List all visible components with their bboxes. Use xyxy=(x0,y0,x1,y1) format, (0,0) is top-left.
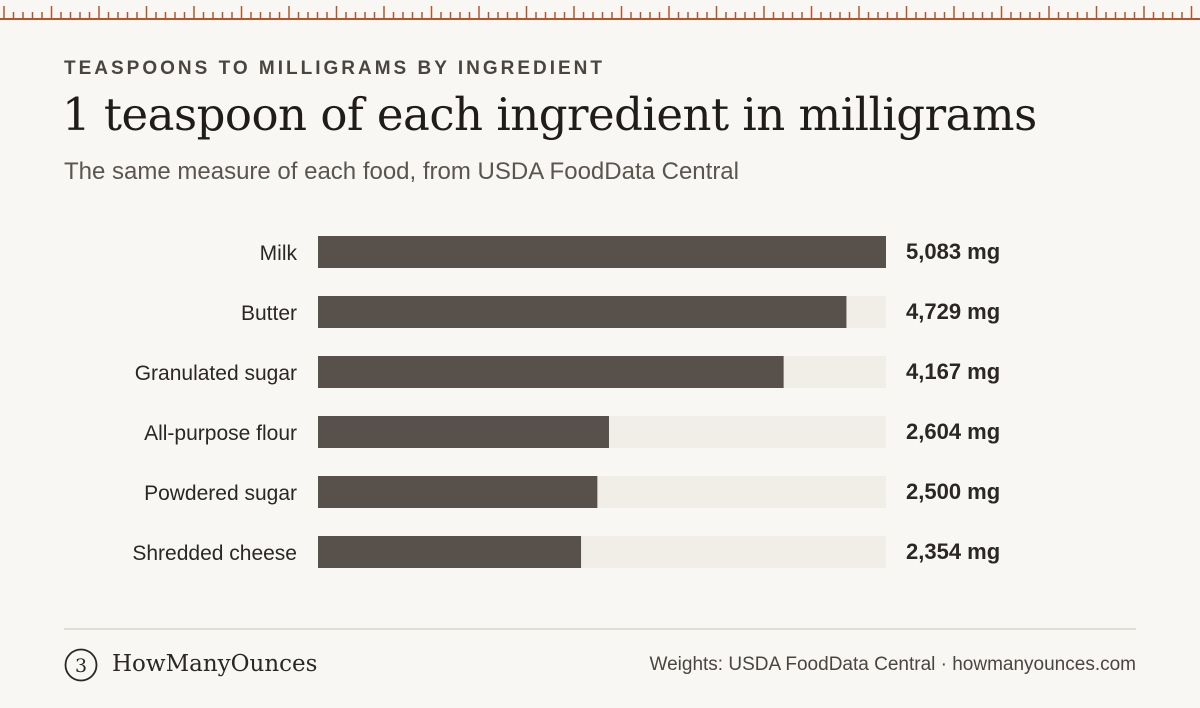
bar xyxy=(318,236,886,268)
category-label: Granulated sugar xyxy=(135,362,297,385)
chart-subtitle: The same measure of each food, from USDA… xyxy=(64,158,739,185)
bar-row: Butter 4,729 mg xyxy=(241,296,1000,328)
value-label: 2,500 mg xyxy=(906,479,1000,504)
bar-row: Powdered sugar 2,500 mg xyxy=(144,476,1000,508)
logo-icon: 3 xyxy=(64,648,98,682)
value-label: 5,083 mg xyxy=(906,239,1000,264)
category-label: Powdered sugar xyxy=(144,482,297,505)
brand-name: HowManyOunces xyxy=(112,651,318,677)
logo-glyph: 3 xyxy=(75,655,87,677)
bar xyxy=(318,356,784,388)
value-label: 2,354 mg xyxy=(906,539,1000,564)
ruler-decoration xyxy=(0,6,1200,20)
bar xyxy=(318,296,847,328)
bar-row: All-purpose flour 2,604 mg xyxy=(144,416,1000,448)
bar xyxy=(318,476,598,508)
category-label: Butter xyxy=(241,302,297,325)
category-label: Milk xyxy=(260,242,298,265)
value-label: 4,729 mg xyxy=(906,299,1000,324)
bar-row: Shredded cheese 2,354 mg xyxy=(132,536,1000,568)
bar-row: Granulated sugar 4,167 mg xyxy=(135,356,1000,388)
bar xyxy=(318,536,582,568)
category-label: Shredded cheese xyxy=(132,542,297,565)
bar xyxy=(318,416,609,448)
value-label: 2,604 mg xyxy=(906,419,1000,444)
value-label: 4,167 mg xyxy=(906,359,1000,384)
chart-eyebrow: TEASPOONS TO MILLIGRAMS BY INGREDIENT xyxy=(64,58,605,79)
footer-divider xyxy=(64,628,1136,630)
source-credit: Weights: USDA FoodData Central · howmany… xyxy=(649,654,1136,675)
bar-row: Milk 5,083 mg xyxy=(260,236,1000,268)
category-label: All-purpose flour xyxy=(144,422,297,445)
chart-title: 1 teaspoon of each ingredient in milligr… xyxy=(62,88,1037,141)
